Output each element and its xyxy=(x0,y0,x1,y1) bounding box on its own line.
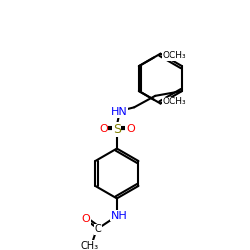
Text: O: O xyxy=(82,214,90,224)
Text: S: S xyxy=(113,123,121,136)
Text: NH: NH xyxy=(110,211,127,221)
Text: O: O xyxy=(99,124,108,134)
Text: O: O xyxy=(126,124,135,134)
Text: HN: HN xyxy=(110,107,127,117)
Text: OCH₃: OCH₃ xyxy=(162,51,186,60)
Text: CH₃: CH₃ xyxy=(81,241,99,250)
Text: OCH₃: OCH₃ xyxy=(162,97,186,106)
Text: C: C xyxy=(94,224,101,234)
